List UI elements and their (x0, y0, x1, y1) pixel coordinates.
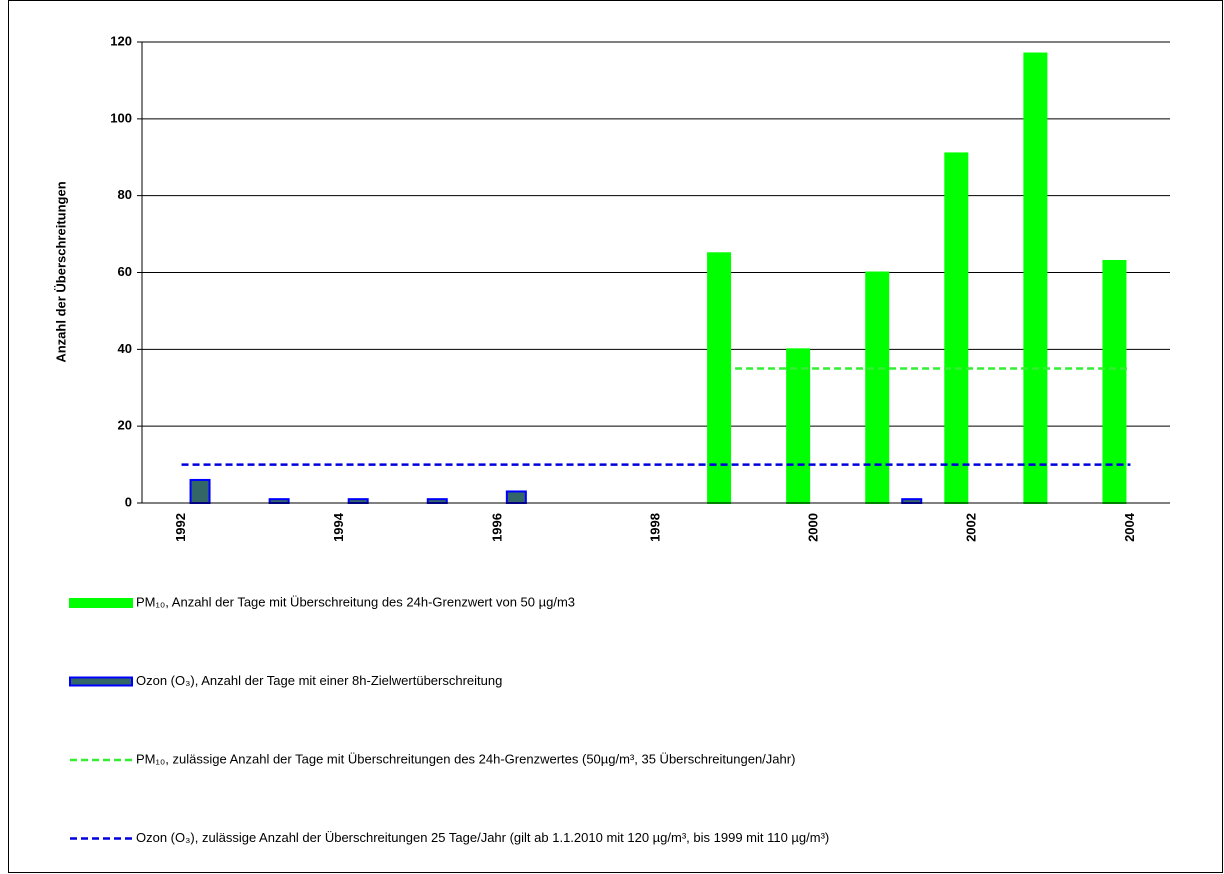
bar (901, 498, 923, 504)
x-tick-label: 1998 (647, 513, 662, 542)
x-tick-label: 2000 (806, 513, 821, 542)
y-tick-label: 20 (118, 418, 132, 433)
bar (347, 498, 369, 504)
y-tick-label: 120 (110, 33, 132, 48)
bar (865, 271, 890, 504)
x-tick-label: 1992 (173, 513, 188, 542)
bar (944, 152, 969, 505)
bar (1102, 259, 1127, 504)
bar (426, 498, 448, 504)
x-tick-label: 2002 (964, 513, 979, 542)
chart-frame (8, 0, 1223, 873)
x-tick-label: 2004 (1122, 512, 1137, 542)
bar (268, 498, 290, 504)
legend-swatch (69, 676, 133, 687)
y-tick-label: 0 (125, 494, 132, 509)
y-tick-label: 100 (110, 110, 132, 125)
x-tick-label: 1996 (489, 513, 504, 542)
x-tick-label: 1994 (331, 512, 346, 542)
legend-label: PM₁₀, Anzahl der Tage mit Überschreitung… (136, 594, 575, 609)
legend-label: Ozon (O₃), zulässige Anzahl der Überschr… (136, 830, 829, 845)
y-tick-label: 80 (118, 187, 132, 202)
bar (1023, 52, 1048, 505)
y-tick-label: 40 (118, 341, 132, 356)
legend-label: Ozon (O₃), Anzahl der Tage mit einer 8h-… (136, 673, 502, 688)
y-tick-label: 60 (118, 264, 132, 279)
bar (505, 490, 527, 505)
legend-label: PM₁₀, zulässige Anzahl der Tage mit Über… (136, 751, 795, 766)
y-axis-label: Anzahl der Überschreitungen (53, 181, 68, 362)
bar (786, 348, 811, 505)
bar (189, 478, 211, 505)
legend-swatch (69, 598, 133, 608)
